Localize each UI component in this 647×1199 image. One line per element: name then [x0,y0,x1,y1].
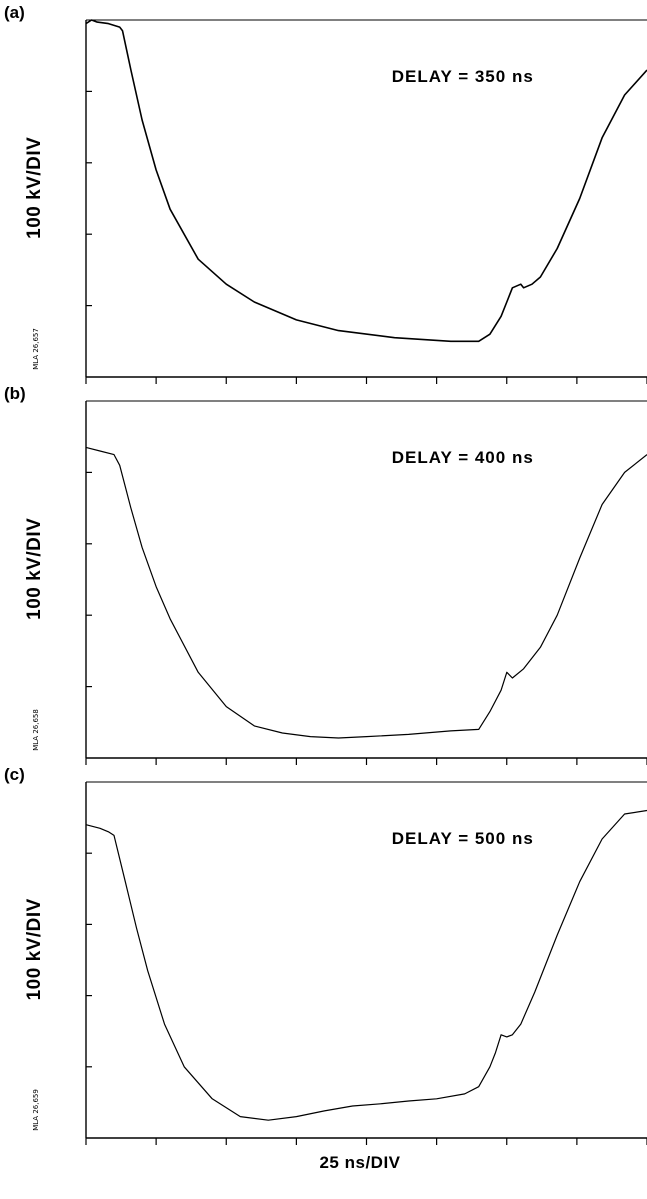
delay-annotation: DELAY = 500 ns [392,829,534,848]
panel-2: (b) 100 kV/DIV MLA 26,658 DELAY = 400 ns [4,384,647,765]
panel-3: (c) 100 kV/DIV MLA 26,659 DELAY = 500 ns [4,765,647,1145]
delay-annotation: DELAY = 350 ns [392,67,534,86]
side-code: MLA 26,659 [32,1089,40,1131]
y-axis-label: 100 kV/DIV [24,137,45,239]
waveform-line [85,446,647,739]
side-code: MLA 26,658 [32,709,40,751]
x-axis-label: 25 ns/DIV [319,1153,400,1172]
delay-annotation: DELAY = 400 ns [392,448,534,467]
panel-tag: (b) [4,384,26,403]
y-axis-label: 100 kV/DIV [24,518,45,620]
side-code: MLA 26,657 [32,328,40,370]
waveform-line [85,19,647,343]
panel-1: (a) 100 kV/DIV MLA 26,657 DELAY = 350 ns [4,3,647,384]
panels-group: (a) 100 kV/DIV MLA 26,657 DELAY = 350 ns (b)… [4,3,647,1145]
panel-tag: (a) [4,3,25,22]
waveform-line [85,809,647,1121]
panel-tag: (c) [4,765,25,784]
y-axis-label: 100 kV/DIV [24,898,45,1000]
